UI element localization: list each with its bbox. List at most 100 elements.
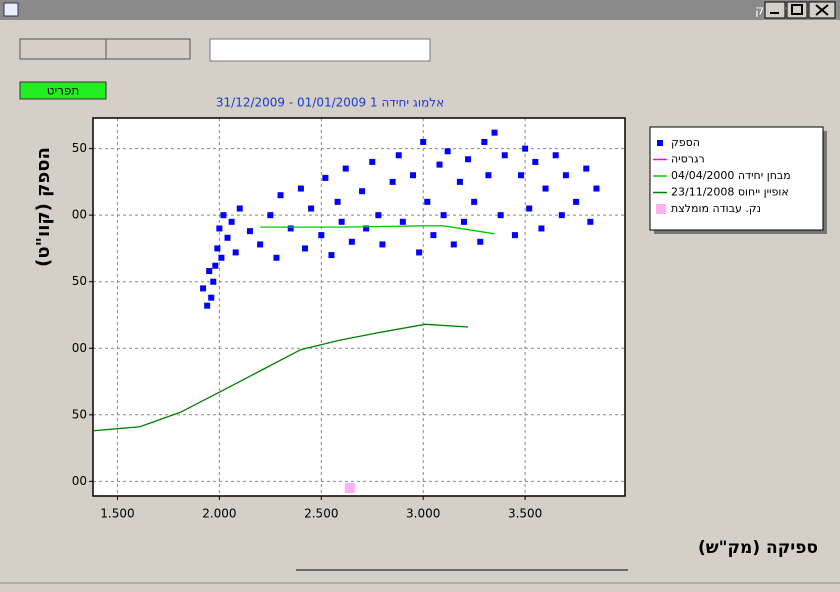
data-line <box>92 323 469 432</box>
data-point <box>430 232 437 239</box>
data-point <box>491 129 498 136</box>
data-point <box>301 245 308 252</box>
data-point <box>583 165 590 172</box>
data-point <box>436 161 443 168</box>
y-tick-label: 50 <box>72 274 87 288</box>
x-axis-label: ספיקה (מק"ש) <box>698 538 818 558</box>
data-point <box>214 245 221 252</box>
data-point <box>348 238 355 245</box>
data-point <box>236 205 243 212</box>
data-point <box>485 172 492 179</box>
data-point <box>399 218 406 225</box>
data-point <box>522 145 529 152</box>
x-tick-label: 2.500 <box>304 507 338 521</box>
data-point <box>287 225 294 232</box>
data-point <box>410 172 417 179</box>
data-point <box>210 278 217 285</box>
data-point <box>573 198 580 205</box>
data-point <box>246 228 253 235</box>
data-point <box>224 234 231 241</box>
data-point <box>558 212 565 219</box>
data-point <box>562 172 569 179</box>
data-point <box>450 241 457 248</box>
data-point <box>389 178 396 185</box>
data-point <box>375 212 382 219</box>
data-point <box>532 158 539 165</box>
y-tick-label: 50 <box>72 141 87 155</box>
plot-frame <box>92 117 626 497</box>
x-tick-label: 3.000 <box>406 507 440 521</box>
data-point <box>273 254 280 261</box>
data-point <box>460 218 467 225</box>
maximize-icon <box>791 4 803 15</box>
data-point <box>220 212 227 219</box>
y-axis-label: הספק (קוו"ט) <box>33 147 54 267</box>
legend-label: נק. עבודה מומלצת <box>671 202 761 215</box>
data-point <box>338 218 345 225</box>
data-point <box>257 241 264 248</box>
data-point <box>206 268 213 275</box>
data-point <box>204 302 211 309</box>
data-point <box>444 148 451 155</box>
title-bar <box>0 0 840 20</box>
data-point <box>477 238 484 245</box>
legend-marker <box>656 204 666 214</box>
blank-button[interactable] <box>105 38 191 60</box>
legend-label: אופיין ייחוס 23/11/2008 <box>671 186 789 199</box>
data-point <box>420 138 427 145</box>
data-point <box>334 198 341 205</box>
text-input[interactable] <box>209 38 431 62</box>
legend-marker <box>657 140 663 146</box>
data-point <box>328 252 335 259</box>
data-point <box>208 294 215 301</box>
data-point <box>318 232 325 239</box>
data-point <box>542 185 549 192</box>
y-tick-label: 00 <box>72 208 87 222</box>
data-point <box>212 262 219 269</box>
plot-area <box>93 118 625 496</box>
data-point <box>379 241 386 248</box>
data-point <box>552 152 559 159</box>
legend-label: מבחן יחידה 04/04/2000 <box>671 169 791 182</box>
minimize-button[interactable] <box>764 1 786 19</box>
data-point <box>363 225 370 232</box>
data-point <box>308 205 315 212</box>
data-point <box>416 249 423 256</box>
data-point <box>526 205 533 212</box>
data-point <box>369 158 376 165</box>
legend-box <box>649 126 824 231</box>
blank-button[interactable] <box>19 38 107 60</box>
chart-title: 31/12/2009 - 01/01/2009 אלמוג יחידה 1 <box>216 96 444 110</box>
menu-button[interactable] <box>19 81 107 100</box>
data-point <box>342 165 349 172</box>
data-point <box>228 218 235 225</box>
data-point <box>471 198 478 205</box>
data-point <box>424 198 431 205</box>
y-tick-label: 50 <box>72 407 87 421</box>
menu-button-label[interactable]: תפריט <box>47 84 80 98</box>
data-point <box>440 212 447 219</box>
data-point <box>511 232 518 239</box>
x-tick-label: 1.500 <box>100 507 134 521</box>
data-point <box>456 178 463 185</box>
data-point <box>497 212 504 219</box>
window-controls[interactable] <box>764 1 836 19</box>
data-point <box>267 212 274 219</box>
y-tick-label: 00 <box>72 341 87 355</box>
data-point <box>322 174 329 181</box>
data-point <box>218 254 225 261</box>
data-point <box>216 225 223 232</box>
x-tick-label: 3.500 <box>508 507 542 521</box>
close-icon <box>815 4 829 16</box>
data-point <box>518 172 525 179</box>
data-point <box>395 152 402 159</box>
data-point <box>465 156 472 163</box>
legend-label: רגרסיה <box>671 153 705 166</box>
data-point <box>277 192 284 199</box>
data-point <box>200 285 207 292</box>
legend-label: הספק <box>671 136 700 149</box>
data-point <box>297 185 304 192</box>
data-point <box>501 152 508 159</box>
data-point <box>359 188 366 195</box>
